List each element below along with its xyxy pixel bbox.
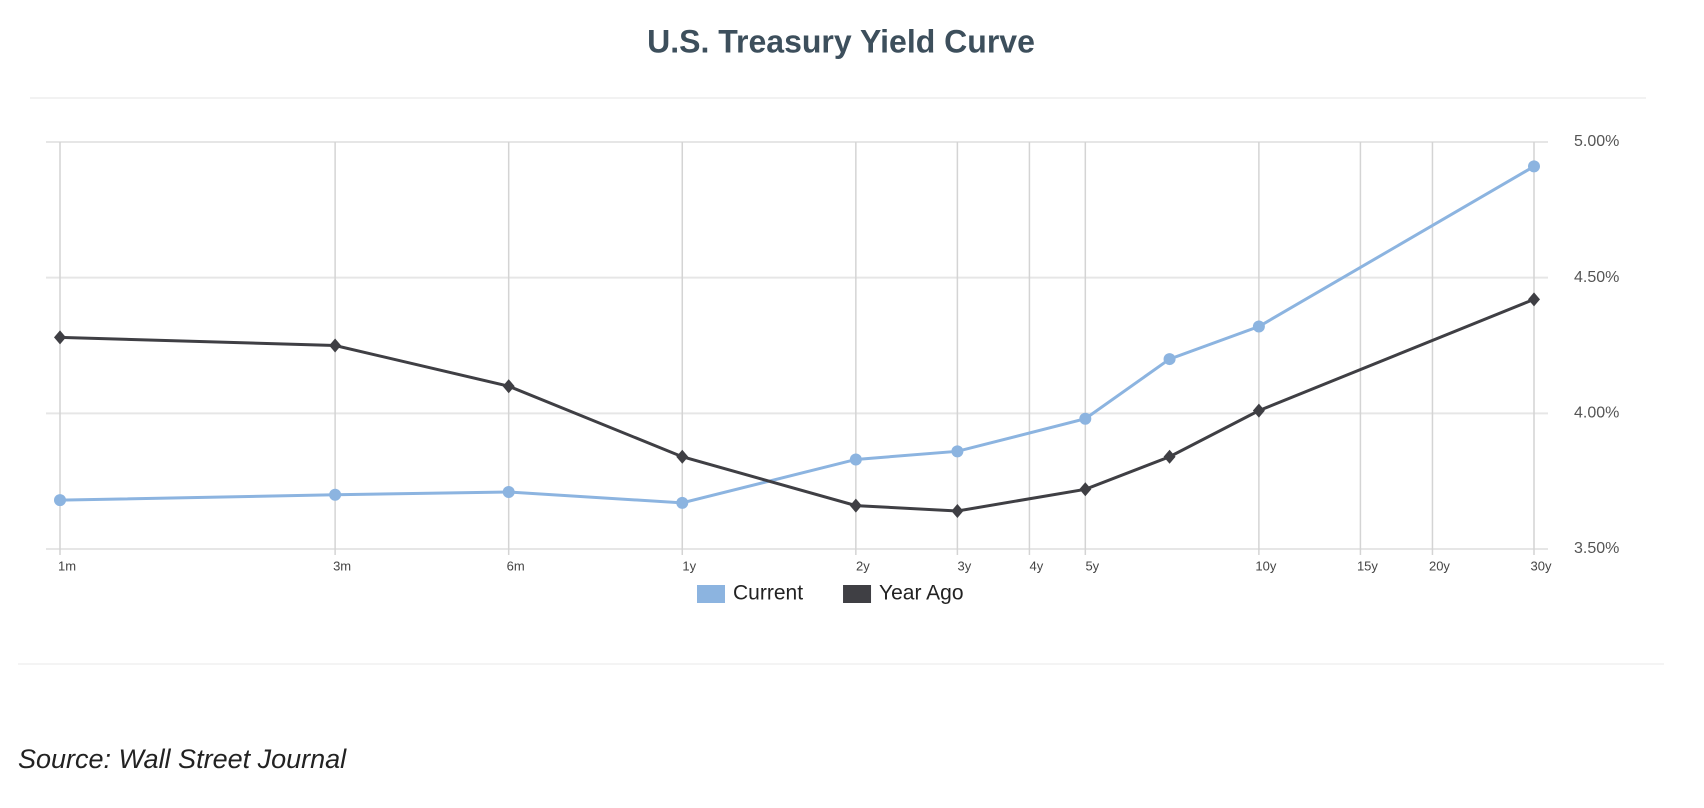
point-marker — [1163, 353, 1176, 366]
series-line — [59, 165, 1535, 505]
y-tick-label: 5.00% — [1574, 133, 1619, 150]
point-marker — [54, 330, 66, 345]
point-marker — [1528, 292, 1540, 307]
y-tick-label: 3.50% — [1574, 540, 1619, 557]
x-tick-label: 10y — [1255, 558, 1276, 573]
point-marker — [676, 496, 689, 509]
x-tick-label: 2y — [856, 558, 870, 573]
point-marker — [951, 504, 964, 519]
point-marker — [849, 498, 862, 513]
point-marker — [1528, 160, 1540, 173]
y-tick-label: 4.50% — [1574, 269, 1619, 286]
point-marker — [1079, 482, 1092, 497]
point-marker — [1252, 403, 1265, 418]
source-note: Source: Wall Street Journal — [18, 744, 347, 774]
x-tick-label: 5y — [1085, 558, 1099, 573]
x-tick-label: 20y — [1429, 558, 1450, 573]
point-marker — [54, 494, 66, 507]
point-marker — [1079, 412, 1092, 425]
chart-title: U.S. Treasury Yield Curve — [647, 23, 1035, 59]
x-tick-label: 4y — [1030, 558, 1044, 573]
legend-swatch — [843, 585, 872, 603]
x-tick-label: 15y — [1357, 558, 1378, 573]
point-marker — [329, 338, 342, 353]
point-marker — [1252, 320, 1265, 333]
y-tick-label: 4.00% — [1574, 405, 1619, 422]
x-tick-label: 3y — [958, 558, 972, 573]
point-marker — [951, 445, 964, 458]
point-marker — [676, 449, 689, 464]
x-tick-label: 1y — [682, 558, 696, 573]
point-marker — [329, 488, 342, 501]
legend-label: Current — [733, 582, 803, 605]
series-line — [59, 297, 1535, 513]
x-tick-label: 3m — [333, 558, 351, 573]
x-tick-label: 1m — [58, 558, 76, 573]
point-marker — [1163, 449, 1176, 464]
point-marker — [502, 379, 515, 394]
legend-label: Year Ago — [879, 582, 963, 605]
x-tick-label: 30y — [1531, 558, 1552, 573]
legend-swatch — [697, 585, 725, 603]
x-tick-label: 6m — [507, 558, 525, 573]
point-marker — [849, 453, 862, 466]
point-marker — [502, 486, 515, 499]
